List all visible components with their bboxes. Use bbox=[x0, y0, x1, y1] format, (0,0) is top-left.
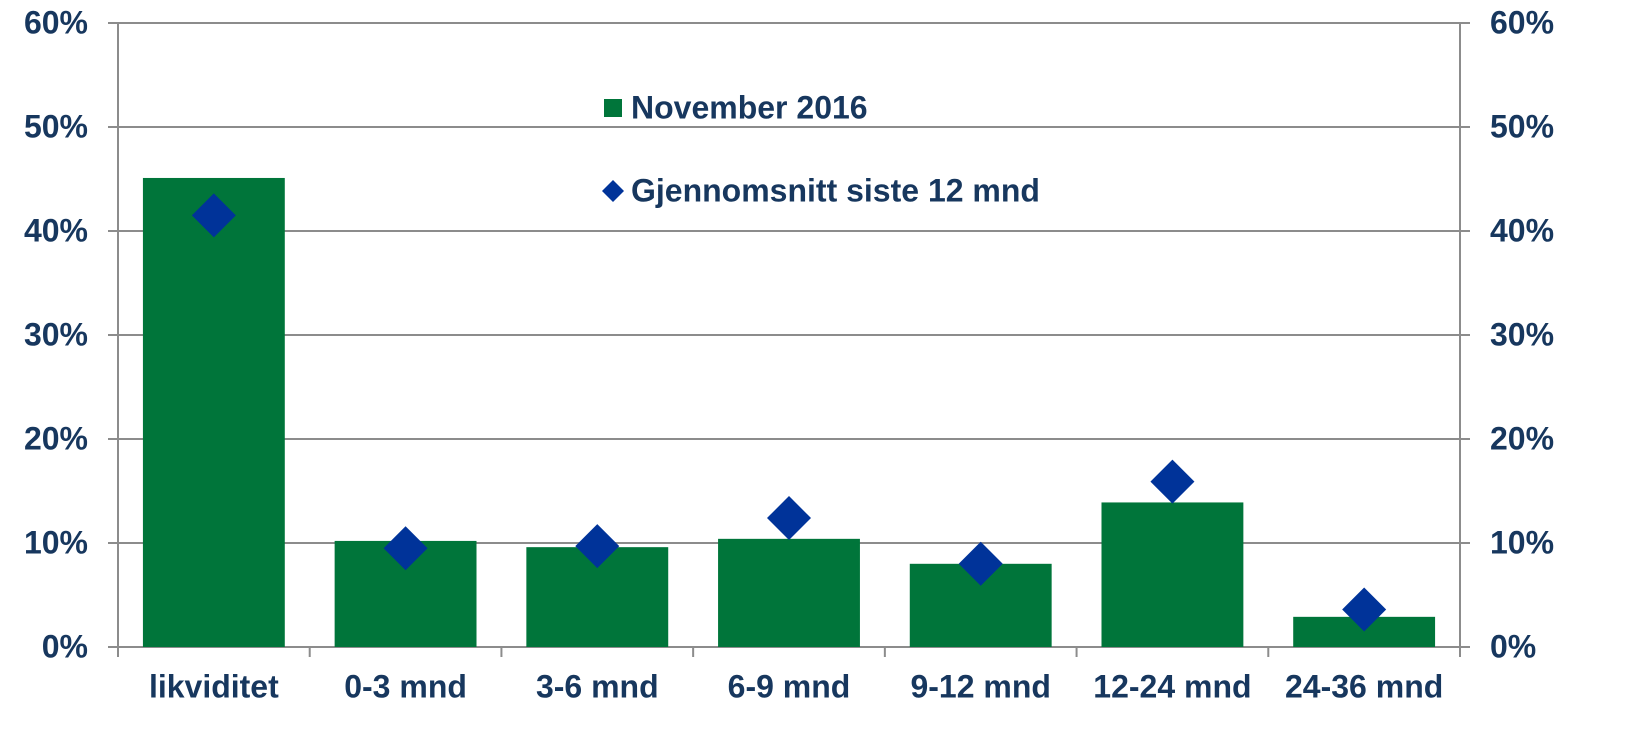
diamond-marker bbox=[767, 496, 811, 541]
legend-label: Gjennomsnitt siste 12 mnd bbox=[631, 172, 1040, 208]
bar bbox=[142, 177, 285, 647]
y-tick-label: 10% bbox=[24, 524, 88, 560]
y-tick-label: 20% bbox=[24, 420, 88, 456]
y-tick-label: 60% bbox=[24, 4, 88, 40]
legend-swatch bbox=[604, 99, 622, 117]
diamond-marker bbox=[1342, 587, 1387, 632]
y-tick-label: 40% bbox=[24, 212, 88, 248]
legend-label: November 2016 bbox=[631, 89, 868, 125]
diamond-marker bbox=[191, 193, 236, 238]
x-tick-label: 3-6 mnd bbox=[536, 668, 659, 704]
bar bbox=[1101, 502, 1244, 647]
diamond-marker bbox=[383, 526, 428, 571]
y-tick-label: 50% bbox=[24, 108, 88, 144]
y-tick-label: 0% bbox=[42, 628, 88, 664]
diamond-marker bbox=[575, 524, 620, 569]
y2-tick-label: 30% bbox=[1490, 316, 1554, 352]
x-tick-label: 0-3 mnd bbox=[344, 668, 467, 704]
y2-tick-label: 10% bbox=[1490, 524, 1554, 560]
y2-tick-label: 40% bbox=[1490, 212, 1554, 248]
x-tick-label: 12-24 mnd bbox=[1093, 668, 1251, 704]
y2-tick-label: 20% bbox=[1490, 420, 1554, 456]
diamond-marker bbox=[1150, 459, 1195, 504]
x-tick-label: 6-9 mnd bbox=[728, 668, 851, 704]
legend-swatch bbox=[602, 180, 624, 202]
bar bbox=[718, 538, 860, 647]
y2-tick-label: 50% bbox=[1490, 108, 1554, 144]
diamond-marker bbox=[958, 541, 1003, 586]
x-tick-label: 24-36 mnd bbox=[1285, 668, 1443, 704]
y2-tick-label: 60% bbox=[1490, 4, 1554, 40]
x-tick-label: likviditet bbox=[149, 668, 279, 704]
y2-tick-label: 0% bbox=[1490, 628, 1536, 664]
y-tick-label: 30% bbox=[24, 316, 88, 352]
x-tick-label: 9-12 mnd bbox=[910, 668, 1050, 704]
